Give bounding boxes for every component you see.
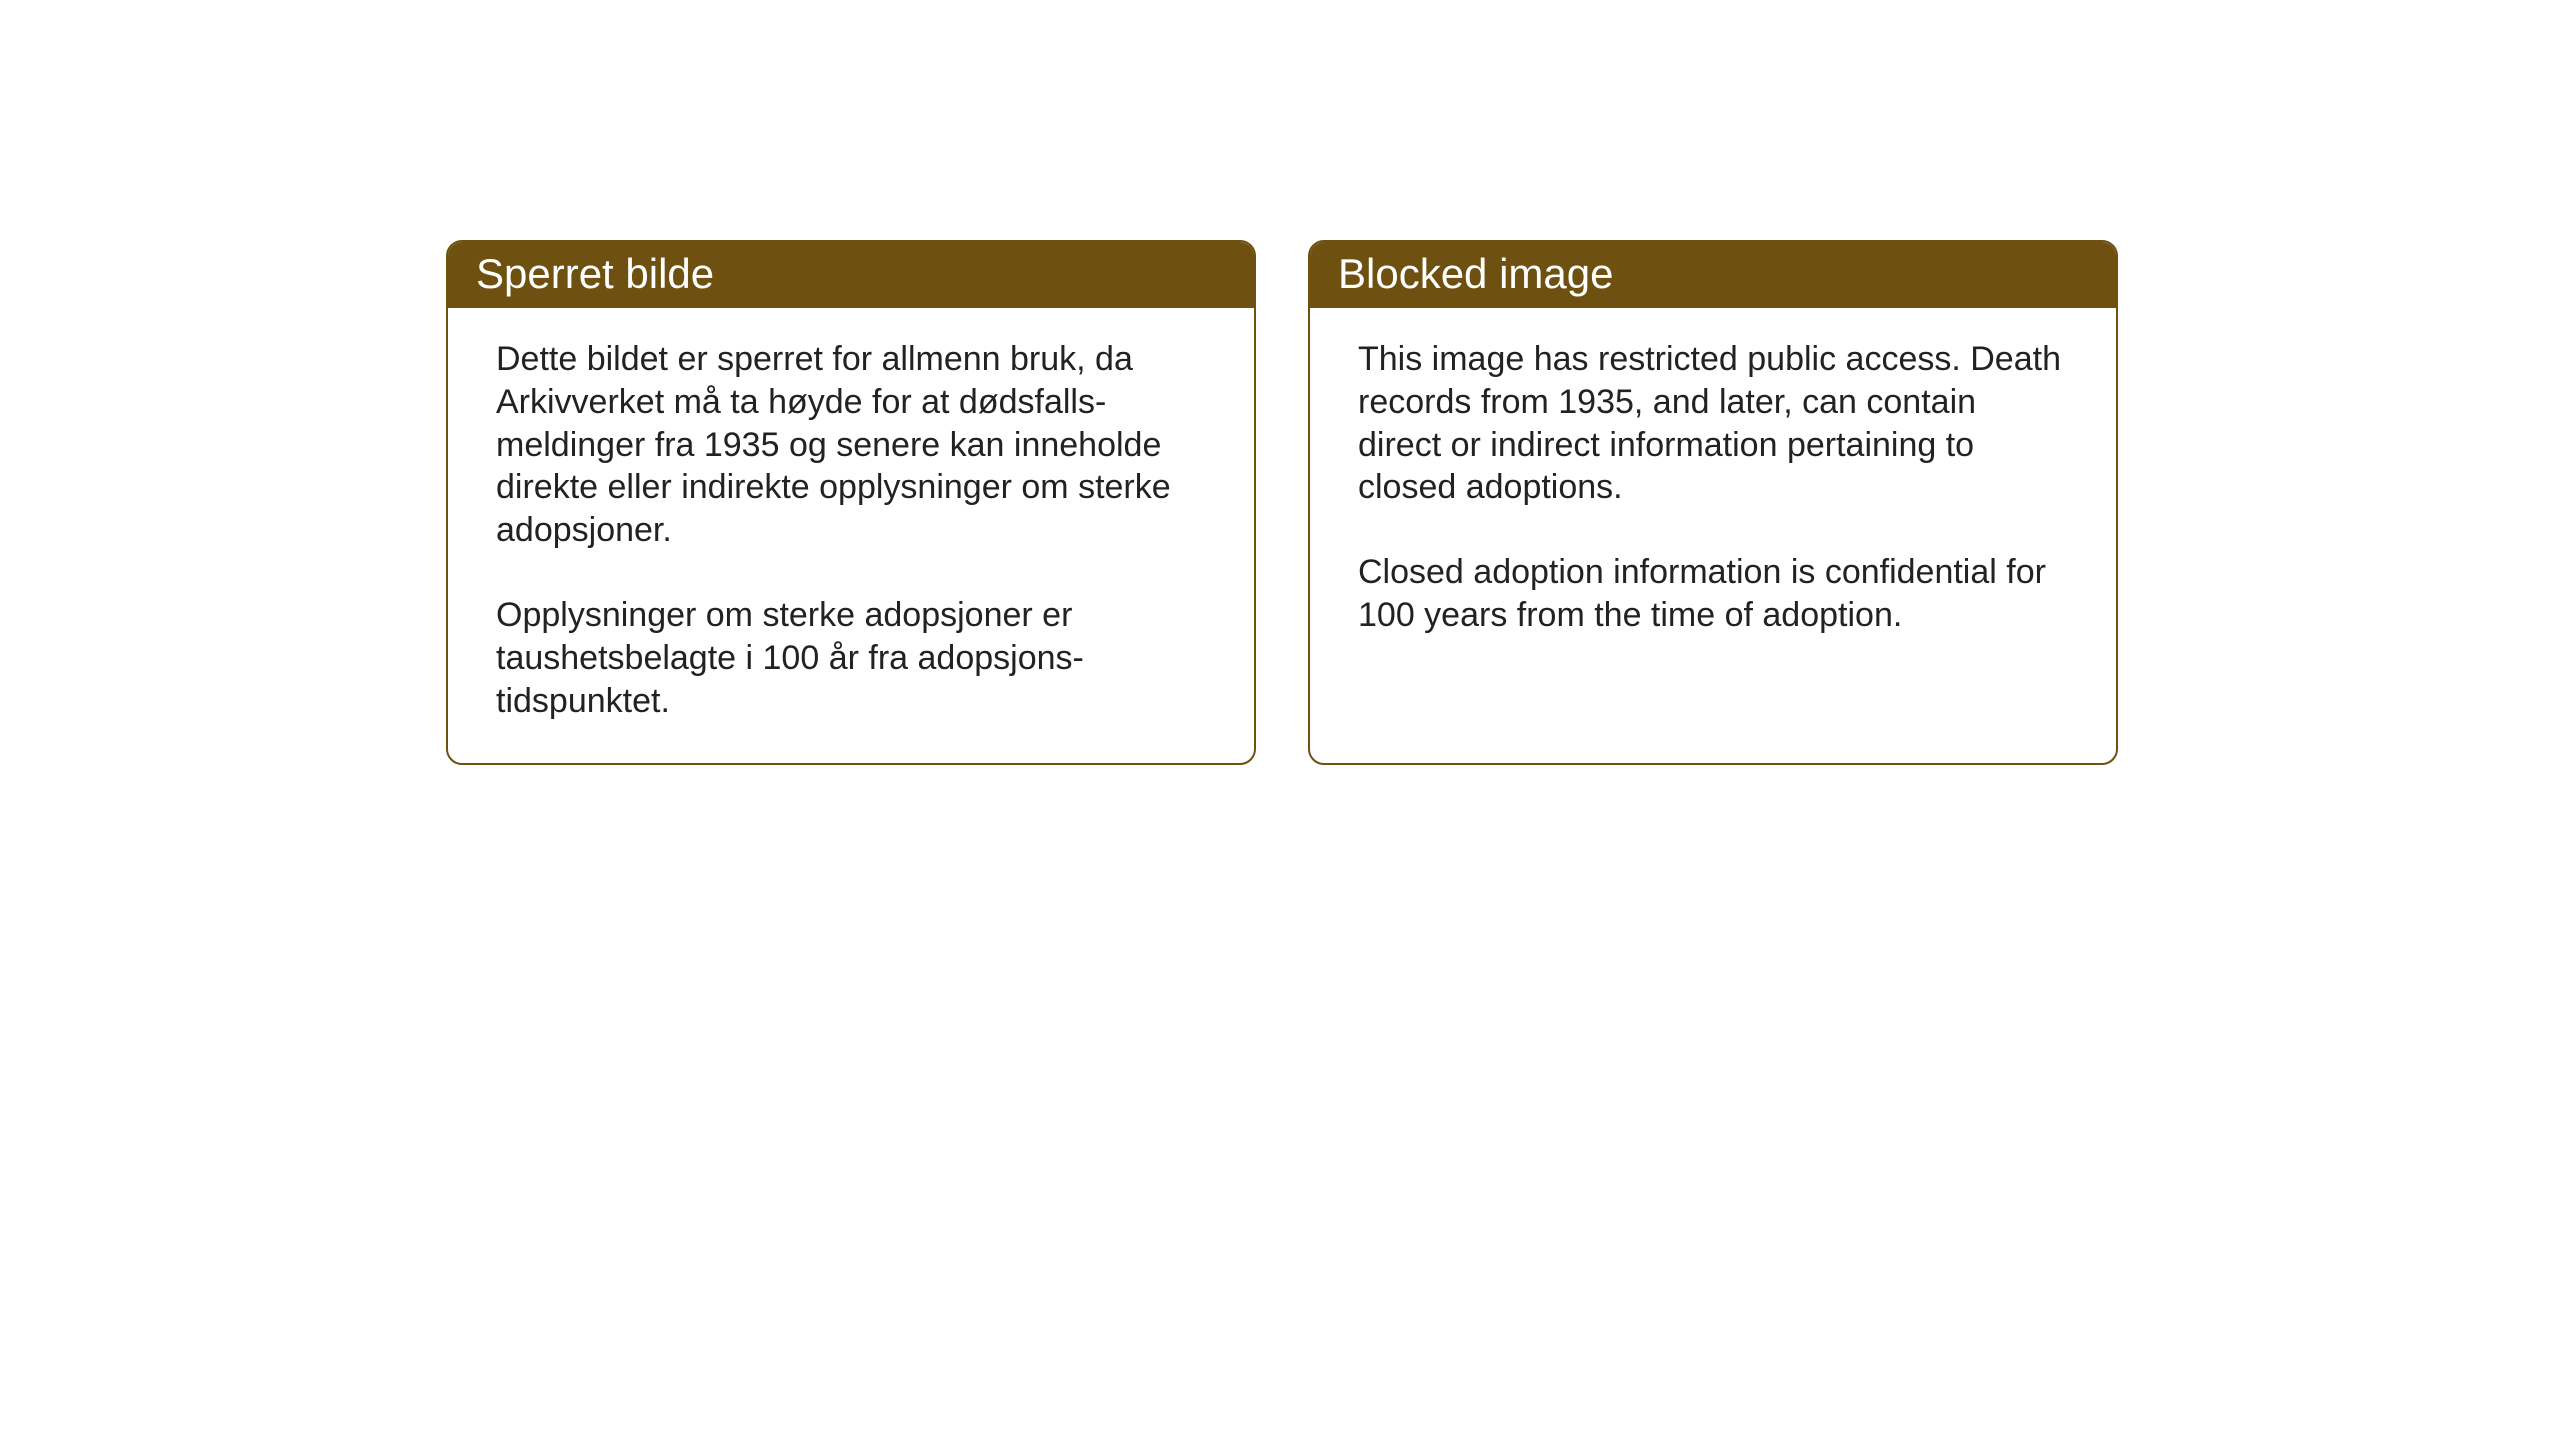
english-card: Blocked image This image has restricted … — [1308, 240, 2118, 765]
notice-container: Sperret bilde Dette bildet er sperret fo… — [446, 240, 2118, 765]
norwegian-card-title: Sperret bilde — [448, 242, 1254, 308]
english-paragraph-2: Closed adoption information is confident… — [1358, 551, 2068, 637]
english-card-title: Blocked image — [1310, 242, 2116, 308]
english-card-body: This image has restricted public access.… — [1310, 308, 2116, 677]
english-paragraph-1: This image has restricted public access.… — [1358, 338, 2068, 509]
norwegian-card-body: Dette bildet er sperret for allmenn bruk… — [448, 308, 1254, 763]
norwegian-card: Sperret bilde Dette bildet er sperret fo… — [446, 240, 1256, 765]
norwegian-paragraph-2: Opplysninger om sterke adopsjoner er tau… — [496, 594, 1206, 722]
norwegian-paragraph-1: Dette bildet er sperret for allmenn bruk… — [496, 338, 1206, 552]
